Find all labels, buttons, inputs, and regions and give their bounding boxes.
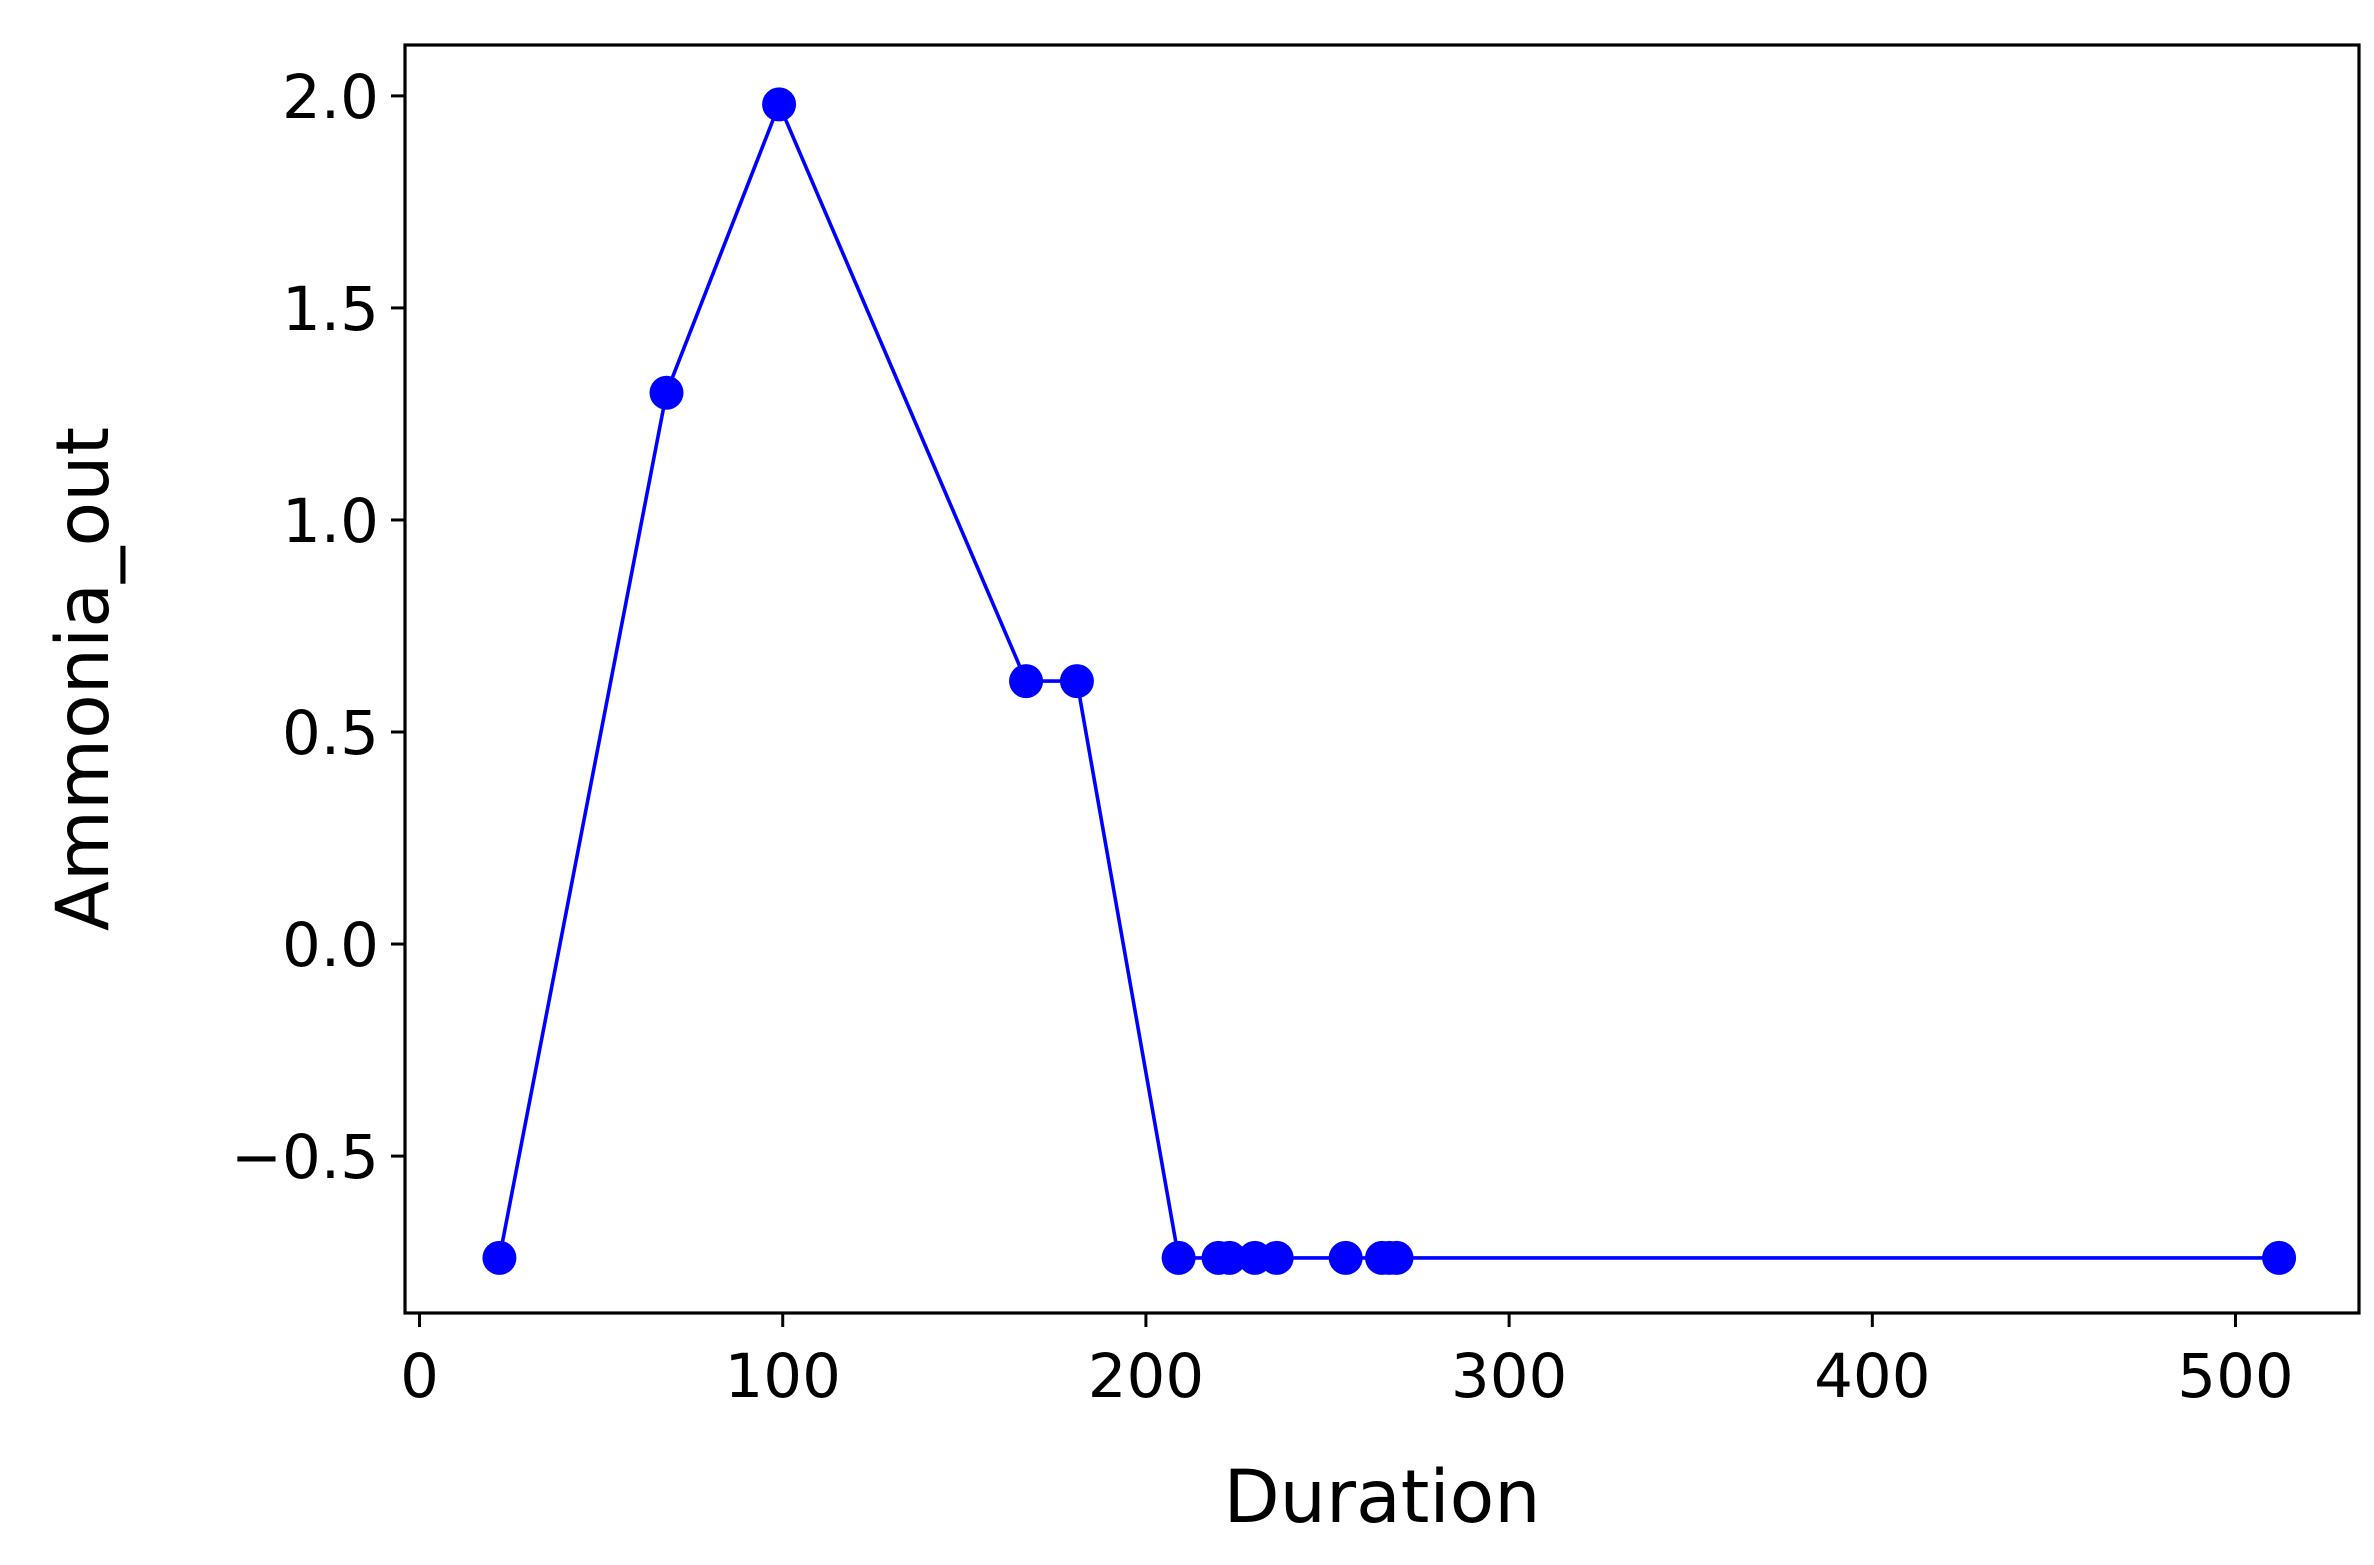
x-tick-label: 100 (725, 1341, 841, 1412)
x-tick-label: 400 (1814, 1341, 1930, 1412)
y-tick-label: 1.0 (282, 486, 379, 557)
x-tick-label: 200 (1088, 1341, 1204, 1412)
y-tick-label: 2.0 (282, 62, 379, 133)
y-tick-label: 0.5 (282, 698, 379, 769)
plot-frame (403, 43, 2361, 1315)
data-point (1212, 1240, 1247, 1275)
data-point (1328, 1240, 1363, 1275)
x-axis-label: Duration (1223, 1455, 1540, 1540)
data-point (1161, 1240, 1196, 1275)
data-point (482, 1240, 517, 1275)
x-tick-label: 500 (2177, 1341, 2293, 1412)
data-point (649, 375, 684, 410)
y-tick-label: −0.5 (231, 1122, 379, 1193)
x-tick-label: 0 (400, 1341, 439, 1412)
series-layer (482, 87, 2297, 1275)
y-tick-label: 1.5 (282, 274, 379, 345)
data-point (1259, 1240, 1294, 1275)
y-axis-label: Ammonia_out (41, 427, 126, 931)
y-axis-ticks: −0.5 0.0 0.5 1.0 1.5 2.0 (231, 62, 405, 1193)
x-tick-label: 300 (1451, 1341, 1567, 1412)
data-point (2262, 1240, 2297, 1275)
data-point (1009, 664, 1044, 699)
data-point (762, 87, 797, 122)
data-point (1059, 664, 1094, 699)
y-tick-label: 0.0 (282, 910, 379, 981)
x-axis-ticks: 0 100 200 300 400 500 (400, 1313, 2294, 1412)
data-point (1379, 1240, 1414, 1275)
